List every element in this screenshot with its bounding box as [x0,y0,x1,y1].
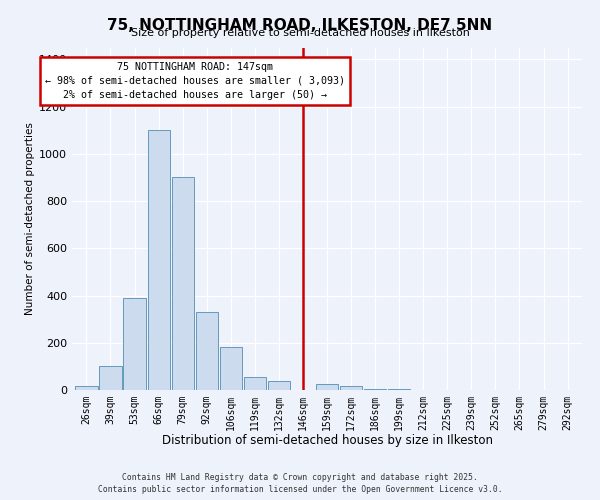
Bar [244,377,266,390]
X-axis label: Distribution of semi-detached houses by size in Ilkeston: Distribution of semi-detached houses by … [161,434,493,448]
Bar [124,298,146,390]
Bar [100,366,122,390]
Bar [220,348,242,390]
Text: 75 NOTTINGHAM ROAD: 147sqm  
← 98% of semi-detached houses are smaller ( 3,093)
: 75 NOTTINGHAM ROAD: 147sqm ← 98% of semi… [44,62,344,100]
Text: Size of property relative to semi-detached houses in Ilkeston: Size of property relative to semi-detach… [131,28,469,38]
Bar [76,386,98,390]
Bar [268,380,290,390]
Text: 75, NOTTINGHAM ROAD, ILKESTON, DE7 5NN: 75, NOTTINGHAM ROAD, ILKESTON, DE7 5NN [107,18,493,32]
Bar [316,384,338,390]
Bar [148,130,170,390]
Bar [172,178,194,390]
Bar [340,386,362,390]
Y-axis label: Number of semi-detached properties: Number of semi-detached properties [25,122,35,315]
Text: Contains HM Land Registry data © Crown copyright and database right 2025.
Contai: Contains HM Land Registry data © Crown c… [98,472,502,494]
Bar [196,312,218,390]
Bar [388,389,410,390]
Bar [364,389,386,390]
